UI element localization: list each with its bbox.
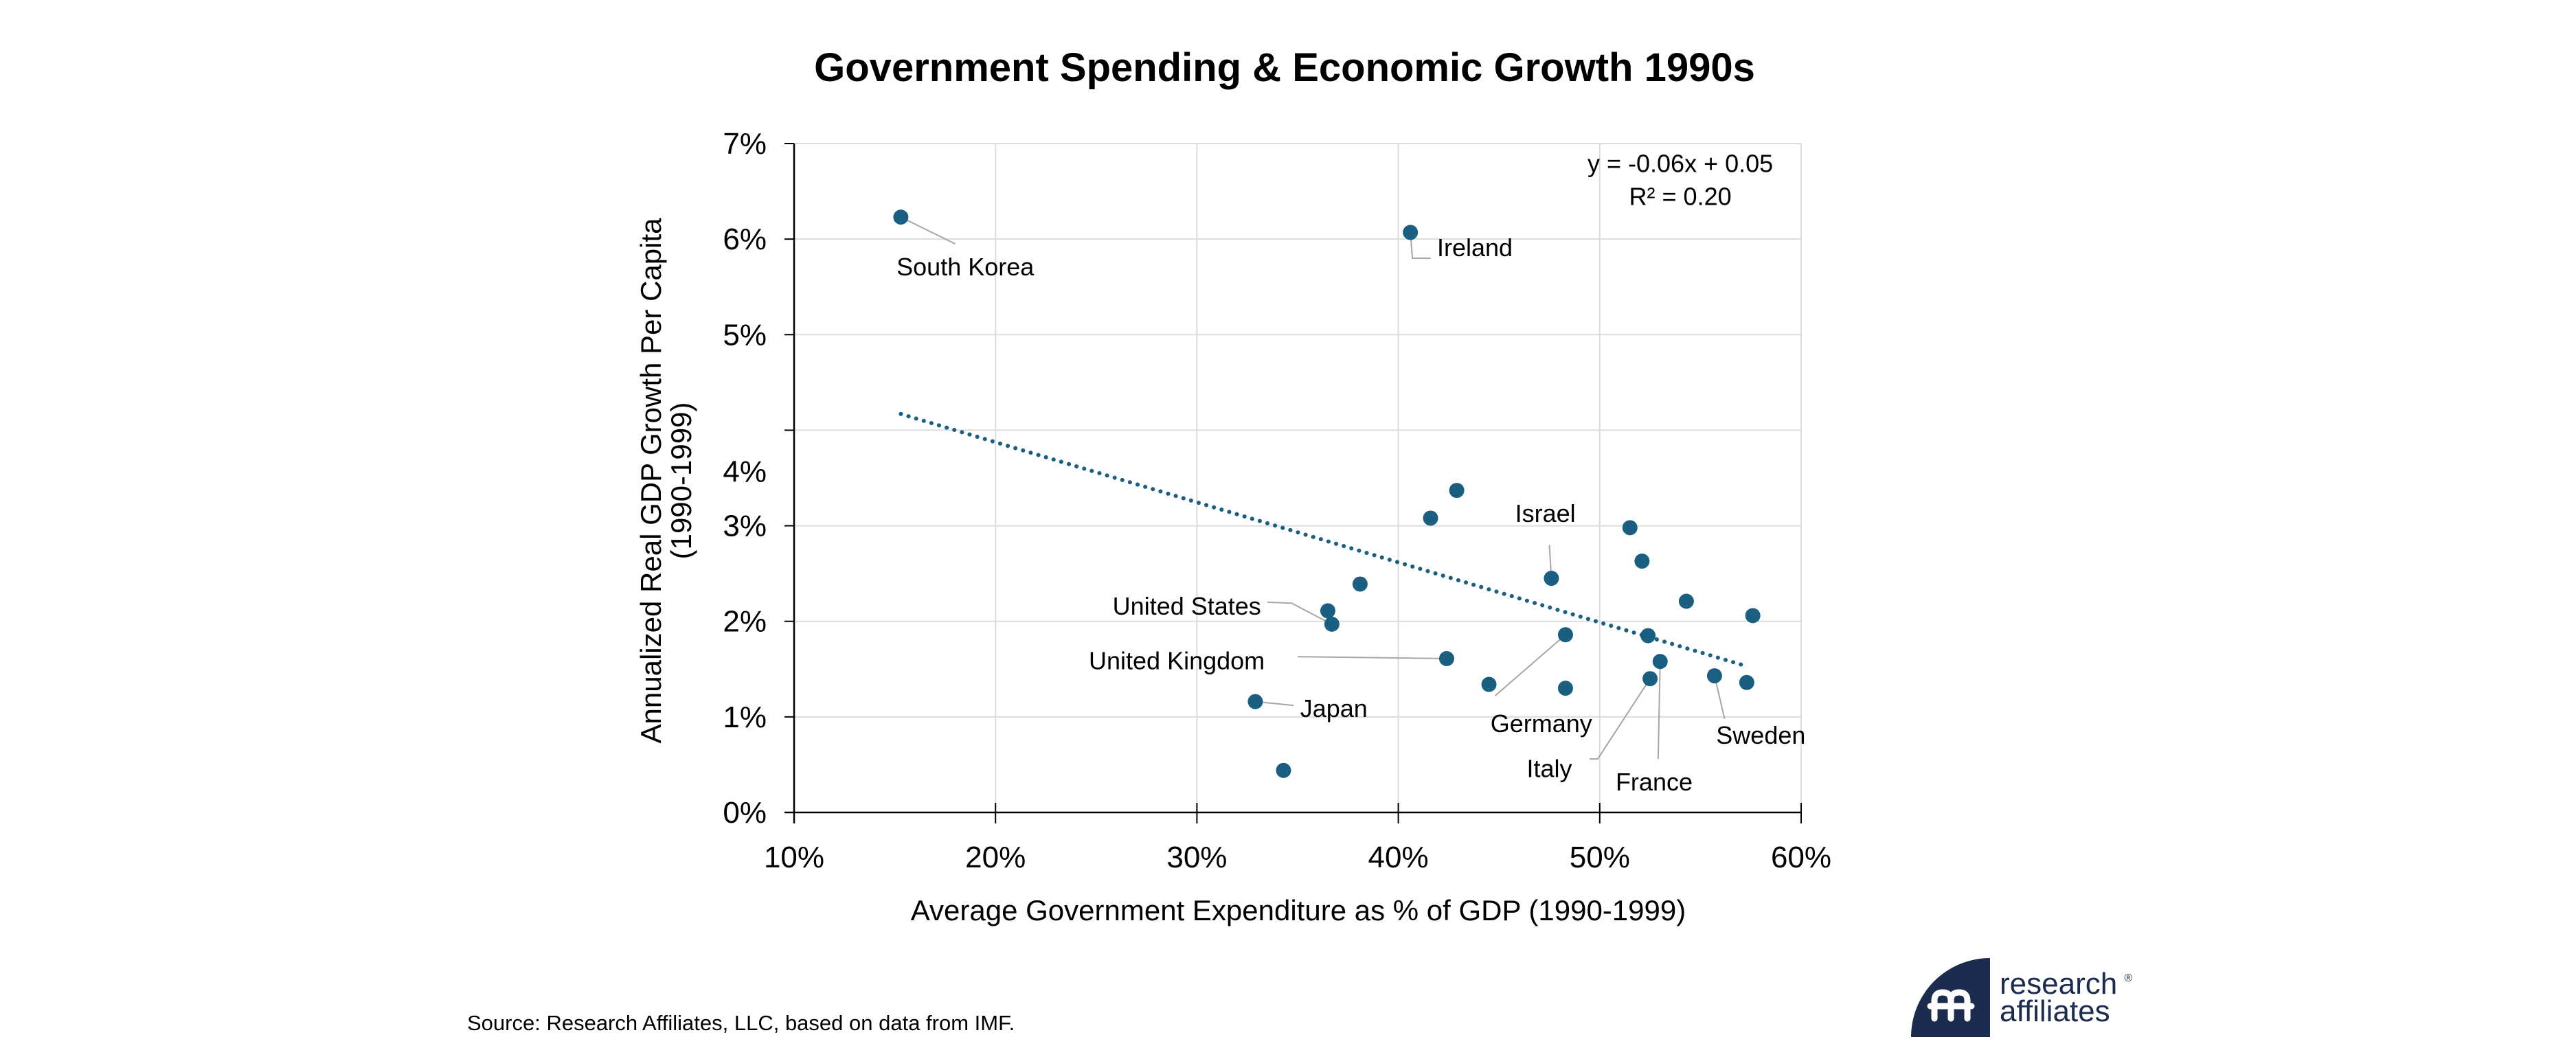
trendline-path bbox=[899, 411, 1749, 669]
data-point bbox=[1739, 674, 1754, 690]
y-tick-label: 5% bbox=[723, 318, 767, 352]
data-point bbox=[1640, 628, 1656, 644]
data-point bbox=[1678, 593, 1694, 609]
data-point-label: United Kingdom bbox=[1089, 646, 1265, 674]
data-point-label: Japan bbox=[1300, 694, 1368, 722]
data-point bbox=[1642, 671, 1658, 687]
trendline-equation: y = -0.06x + 0.05 R² = 0.20 bbox=[1588, 150, 1773, 211]
axes: 0% 1% 2% 3% 4% 5% 6% 7% 10% 20% 30% 40% 50% 60% bbox=[723, 127, 1831, 874]
data-point-label: Israel bbox=[1515, 499, 1576, 527]
data-point bbox=[1557, 681, 1573, 696]
y-tick-label: 2% bbox=[723, 605, 767, 639]
logo-line-affiliates: affiliates bbox=[2000, 994, 2110, 1028]
logo-text: research affiliates ® bbox=[2000, 966, 2132, 1028]
y-tick-label: 7% bbox=[723, 127, 767, 161]
data-point-label: Italy bbox=[1526, 755, 1572, 783]
label-leader-line bbox=[1297, 656, 1447, 659]
data-point bbox=[1438, 650, 1454, 666]
data-point bbox=[1403, 225, 1419, 240]
data-point bbox=[1622, 520, 1638, 536]
data-point-label: Sweden bbox=[1716, 721, 1805, 749]
chart-title: Government Spending & Economic Growth 19… bbox=[814, 45, 1755, 90]
data-point-label: Ireland bbox=[1437, 234, 1513, 262]
x-tick-label: 20% bbox=[965, 841, 1026, 874]
grid-lines bbox=[794, 143, 1802, 812]
y-tick-label: 3% bbox=[723, 510, 767, 543]
data-point bbox=[1481, 676, 1497, 692]
data-point bbox=[1557, 627, 1573, 643]
data-point bbox=[1745, 608, 1761, 624]
y-tick-label: 1% bbox=[723, 701, 767, 734]
y-tick-label: 4% bbox=[723, 455, 767, 488]
data-point bbox=[1276, 762, 1291, 778]
logo-mark-icon bbox=[1911, 958, 1990, 1037]
data-point bbox=[1544, 571, 1559, 587]
data-point bbox=[1634, 554, 1650, 569]
data-point bbox=[1706, 668, 1722, 684]
y-axis-title: Annualized Real GDP Growth Per Capita (1… bbox=[635, 218, 697, 744]
label-leader-line bbox=[1657, 661, 1661, 760]
data-point bbox=[893, 209, 909, 225]
data-point bbox=[1324, 616, 1340, 632]
data-points bbox=[893, 209, 1761, 778]
x-tick-label: 10% bbox=[764, 841, 824, 874]
label-leader-line bbox=[1590, 678, 1651, 760]
trendline bbox=[899, 411, 1749, 669]
data-point-label: South Korea bbox=[896, 253, 1035, 281]
label-leader-line bbox=[1494, 634, 1566, 697]
data-point-label: United States bbox=[1113, 592, 1261, 620]
r-squared-text: R² = 0.20 bbox=[1629, 183, 1732, 211]
data-point bbox=[1423, 510, 1438, 526]
data-point bbox=[1652, 654, 1668, 670]
y-tick-label: 6% bbox=[723, 223, 767, 256]
y-axis-title-line2: (1990-1999) bbox=[665, 402, 697, 560]
data-point-label: France bbox=[1616, 768, 1693, 796]
point-labels: South Korea Ireland Israel United States Uni… bbox=[896, 234, 1805, 796]
label-leaders bbox=[900, 216, 1726, 760]
y-tick-label: 0% bbox=[723, 796, 767, 830]
x-axis-title: Average Government Expenditure as % of G… bbox=[911, 894, 1686, 926]
x-tick-label: 40% bbox=[1368, 841, 1429, 874]
research-affiliates-logo: research affiliates ® bbox=[1911, 958, 2132, 1037]
label-leader-line bbox=[1267, 601, 1333, 625]
label-leader-line bbox=[900, 216, 956, 244]
data-point bbox=[1320, 603, 1335, 619]
data-point bbox=[1352, 576, 1368, 592]
x-tick-label: 50% bbox=[1570, 841, 1630, 874]
data-point-label: Germany bbox=[1491, 709, 1592, 738]
equation-text: y = -0.06x + 0.05 bbox=[1588, 150, 1773, 178]
logo-line-research: research bbox=[2000, 966, 2118, 1001]
x-tick-label: 60% bbox=[1771, 841, 1831, 874]
y-axis-title-line1: Annualized Real GDP Growth Per Capita bbox=[635, 218, 667, 744]
x-tick-label: 30% bbox=[1166, 841, 1227, 874]
label-leader-line bbox=[1410, 232, 1431, 259]
source-note: Source: Research Affiliates, LLC, based … bbox=[467, 1011, 1015, 1035]
data-point bbox=[1449, 483, 1465, 499]
registered-mark: ® bbox=[2124, 972, 2133, 984]
data-point bbox=[1247, 694, 1263, 709]
